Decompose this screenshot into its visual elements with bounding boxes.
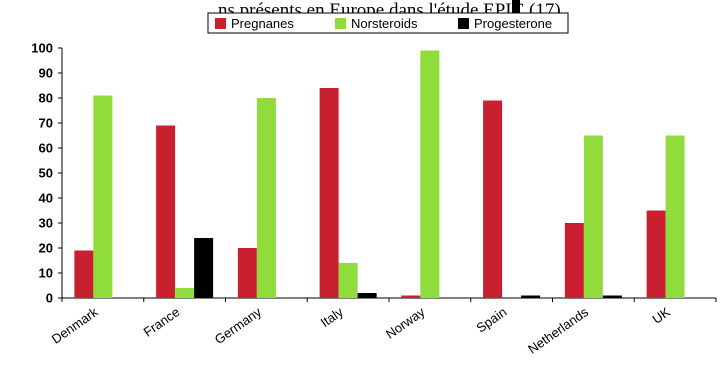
legend-swatch	[458, 18, 469, 29]
bar	[175, 288, 195, 298]
legend-swatch	[335, 18, 346, 29]
x-category-label: Netherlands	[525, 304, 591, 357]
bar	[194, 238, 214, 298]
bar	[237, 248, 257, 298]
bar	[420, 50, 440, 298]
bar	[156, 125, 176, 298]
legend-label: Pregnanes	[231, 16, 294, 31]
legend-label: Norsteroids	[351, 16, 418, 31]
legend-label: Progesterone	[474, 16, 552, 31]
y-tick-label: 20	[39, 241, 53, 256]
y-tick-label: 80	[39, 91, 53, 106]
legend-box	[207, 12, 569, 34]
bar	[665, 135, 685, 298]
bar	[583, 135, 603, 298]
caption-mark	[512, 0, 520, 14]
plot-area: 0 10 20 30 40 50 60 70 80 90 100 Denmark France Germa…	[31, 41, 717, 357]
x-category-label: Denmark	[49, 304, 101, 347]
bar	[93, 95, 113, 298]
bar	[319, 88, 339, 298]
bar	[646, 210, 666, 298]
x-category-label: Italy	[318, 304, 347, 330]
y-tick-label: 100	[31, 41, 53, 56]
y-tick-label: 70	[39, 116, 53, 131]
y-tick-label: 50	[39, 166, 53, 181]
x-category-label: Germany	[212, 304, 265, 347]
bar	[357, 293, 377, 298]
y-tick-label: 60	[39, 141, 53, 156]
x-category-label: Spain	[474, 304, 510, 335]
legend-swatch	[215, 18, 226, 29]
x-category-label: UK	[649, 304, 673, 327]
y-tick-label: 90	[39, 66, 53, 81]
legend: Pregnanes Norsteroids Progesterone	[207, 12, 569, 34]
y-tick-label: 10	[39, 266, 53, 281]
bar	[256, 98, 276, 298]
bar	[602, 295, 622, 298]
y-tick-label: 40	[39, 191, 53, 206]
x-category-label: France	[141, 304, 183, 339]
bar	[483, 100, 503, 298]
y-tick-label: 0	[46, 291, 53, 306]
x-category-label: Norway	[383, 304, 428, 342]
bar	[74, 250, 94, 298]
bar	[521, 295, 541, 298]
y-tick-label: 30	[39, 216, 53, 231]
bar	[401, 295, 421, 298]
bar	[564, 223, 584, 298]
bar	[338, 263, 358, 298]
